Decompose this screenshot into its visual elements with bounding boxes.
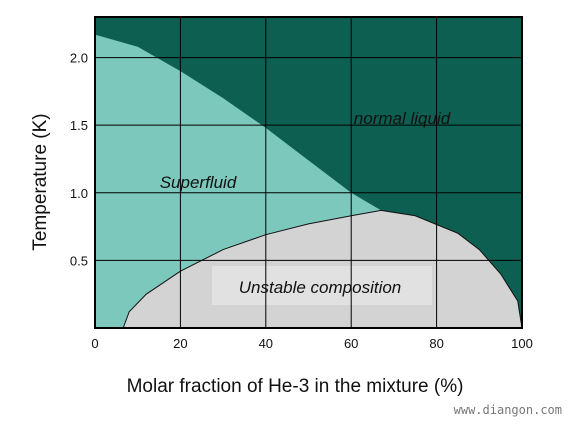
x-tick-label: 0 [91,336,98,351]
unstable-label-background [212,266,432,305]
x-tick-label: 80 [429,336,443,351]
y-axis-label: Temperature (K) [30,113,51,250]
x-axis-ticks: 0 20 40 60 80 100 [91,336,532,351]
x-axis-label: Molar fraction of He-3 in the mixture (%… [127,376,464,397]
x-tick-label: 100 [511,336,533,351]
x-tick-label: 40 [259,336,273,351]
x-tick-label: 60 [344,336,358,351]
superfluid-region [95,34,382,329]
y-tick-label: 1.0 [70,186,88,201]
region-label-superfluid: Superfluid [160,173,237,192]
y-tick-label: 0.5 [70,253,88,268]
watermark-text: www.diangon.com [454,403,562,417]
y-axis-ticks: 0.5 1.0 1.5 2.0 [70,51,88,269]
y-tick-label: 1.5 [70,118,88,133]
plot-frame [94,16,523,329]
region-label-unstable-composition: Unstable composition [239,278,402,297]
region-label-normal-liquid: normal liquid [354,109,451,128]
x-tick-label: 20 [173,336,187,351]
grid-lines [95,17,522,328]
y-tick-label: 2.0 [70,51,88,66]
